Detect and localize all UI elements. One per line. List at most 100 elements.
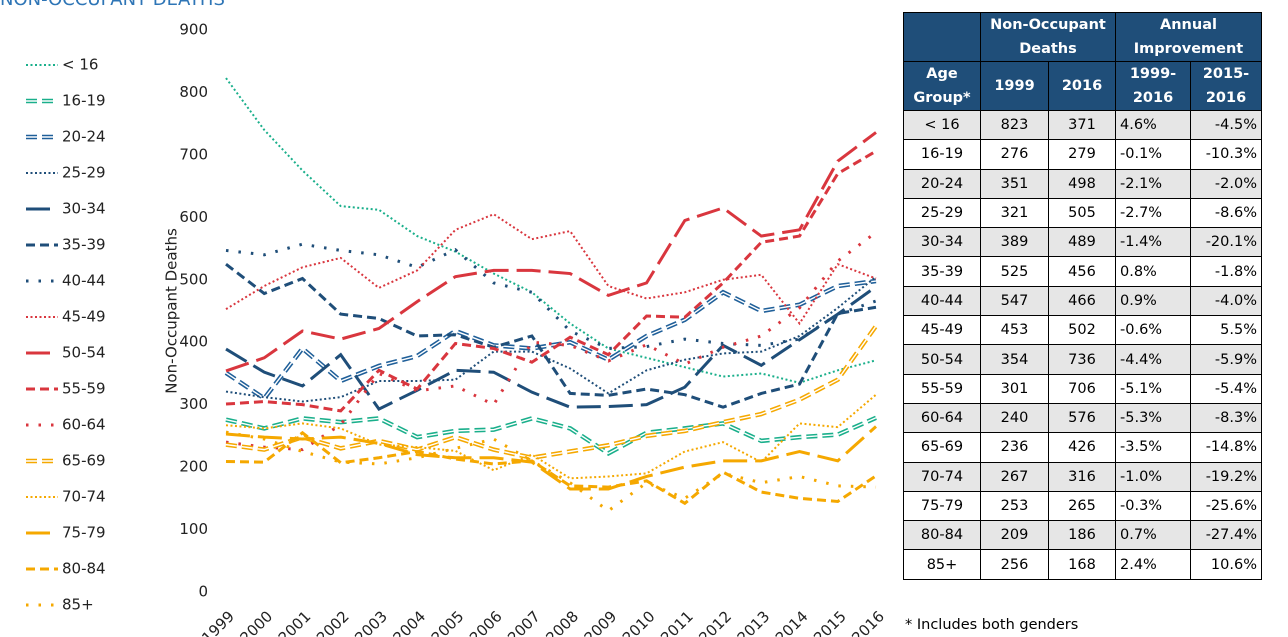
table-cell: 240 (980, 402, 1049, 434)
table-cell: 10.6% (1190, 549, 1262, 580)
table-cell: -1.8% (1190, 256, 1262, 287)
table-cell: 4.6% (1115, 109, 1191, 141)
table-cell: -2.7% (1115, 197, 1191, 229)
y-tick-label: 800 (179, 83, 208, 101)
table-cell: 321 (980, 197, 1049, 229)
table-row: 75-79 253 265 -0.3% -25.6% (903, 490, 1262, 522)
table-cell: 55-59 (903, 373, 981, 404)
table-cell: -4.0% (1190, 285, 1262, 317)
table-cell: 16-19 (903, 139, 981, 170)
table-cell: 45-49 (903, 315, 981, 346)
table-cell: 706 (1048, 373, 1116, 404)
table-cell: 168 (1048, 549, 1116, 580)
table-cell: 50-54 (903, 344, 981, 375)
series-line (225, 275, 877, 403)
x-tick-label: 2007 (504, 607, 544, 637)
x-tick-label: 2000 (237, 607, 277, 637)
table-cell: -3.5% (1115, 432, 1191, 463)
table-cell: -1.0% (1115, 461, 1191, 492)
table-cell: -2.1% (1115, 168, 1191, 199)
table-cell: -0.6% (1115, 315, 1191, 346)
summary-table: Non-Occupant Deaths Annual Improvement A… (903, 12, 1262, 580)
group-header: Non-Occupant Deaths (980, 12, 1116, 62)
table-cell: 60-64 (903, 402, 981, 434)
table-cell: 35-39 (903, 256, 981, 287)
table-cell: 5.5% (1190, 315, 1262, 346)
table-cell: 276 (980, 139, 1049, 170)
footnote: * Includes both genders (905, 617, 1079, 633)
chart: NON-OCCUPANT DEATHS Non-Occupant Deaths … (0, 0, 888, 637)
table-cell: -5.3% (1115, 402, 1191, 434)
table-cell: 502 (1048, 315, 1116, 346)
table-cell: 256 (980, 549, 1049, 580)
legend-label: 85+ (62, 596, 94, 614)
corner (903, 12, 981, 62)
table-row: 85+ 256 168 2.4% 10.6% (903, 549, 1262, 580)
table-cell: 456 (1048, 256, 1116, 287)
table-cell: -10.3% (1190, 139, 1262, 170)
series-line-inner (225, 417, 877, 455)
table-cell: 80-84 (903, 520, 981, 551)
table-cell: 453 (980, 315, 1049, 346)
y-tick-label: 200 (179, 458, 208, 476)
table-row: 55-59 301 706 -5.1% -5.4% (903, 373, 1262, 404)
table-cell: 389 (980, 227, 1049, 258)
x-tick-label: 2006 (466, 607, 506, 637)
group-header: Annual Improvement (1115, 12, 1262, 62)
table-cell: -5.9% (1190, 344, 1262, 375)
table-cell: 351 (980, 168, 1049, 199)
table-cell: 65-69 (903, 432, 981, 463)
x-tick-label: 2003 (351, 607, 391, 637)
x-tick-label: 2015 (810, 607, 850, 637)
column-header: 2016 (1048, 61, 1116, 111)
table-cell: -20.1% (1190, 227, 1262, 258)
table-cell: < 16 (903, 109, 981, 141)
table-cell: -0.3% (1115, 490, 1191, 522)
table-cell: -0.1% (1115, 139, 1191, 170)
x-tick-label: 1999 (198, 607, 238, 637)
table-cell: 279 (1048, 139, 1116, 170)
legend-label: 60-64 (62, 416, 106, 434)
series-line (225, 77, 877, 384)
y-tick-label: 0 (198, 583, 208, 601)
table-row: 16-19 276 279 -0.1% -10.3% (903, 139, 1262, 170)
series-line-inner (225, 280, 877, 400)
table-cell: 236 (980, 432, 1049, 463)
table-cell: 466 (1048, 285, 1116, 317)
table-row: 25-29 321 505 -2.7% -8.6% (903, 197, 1262, 229)
legend-label: 25-29 (62, 164, 106, 182)
table-cell: 0.8% (1115, 256, 1191, 287)
table-cell: -27.4% (1190, 520, 1262, 551)
table-cell: 426 (1048, 432, 1116, 463)
series-line (225, 393, 877, 480)
table-cell: 505 (1048, 197, 1116, 229)
y-tick-label: 700 (179, 145, 208, 163)
table-cell: 267 (980, 461, 1049, 492)
table-cell: 316 (1048, 461, 1116, 492)
table-cell: 576 (1048, 402, 1116, 434)
table-cell: 265 (1048, 490, 1116, 522)
x-tick-label: 2012 (695, 607, 735, 637)
table-row: 80-84 209 186 0.7% -27.4% (903, 520, 1262, 551)
table-row: 50-54 354 736 -4.4% -5.9% (903, 344, 1262, 375)
series-line (225, 425, 878, 491)
table-row: 20-24 351 498 -2.1% -2.0% (903, 168, 1262, 199)
column-header: 1999-2016 (1115, 61, 1191, 111)
y-tick-label: 100 (179, 520, 208, 538)
y-tick-label: 300 (179, 395, 208, 413)
x-tick-label: 2011 (657, 607, 697, 637)
table-row: < 16 823 371 4.6% -4.5% (903, 109, 1262, 141)
table-row: 40-44 547 466 0.9% -4.0% (903, 285, 1262, 317)
table-cell: -4.5% (1190, 109, 1262, 141)
chart-title: NON-OCCUPANT DEATHS (0, 0, 225, 10)
table-cell: 525 (980, 256, 1049, 287)
x-tick-label: 2009 (581, 607, 621, 637)
column-header: Age Group* (903, 61, 981, 111)
series-line (225, 213, 877, 326)
table-cell: -5.1% (1115, 373, 1191, 404)
table-cell: 186 (1048, 520, 1116, 551)
y-tick-label: 900 (179, 21, 208, 39)
table-cell: 498 (1048, 168, 1116, 199)
table-cell: -8.6% (1190, 197, 1262, 229)
table-cell: 489 (1048, 227, 1116, 258)
